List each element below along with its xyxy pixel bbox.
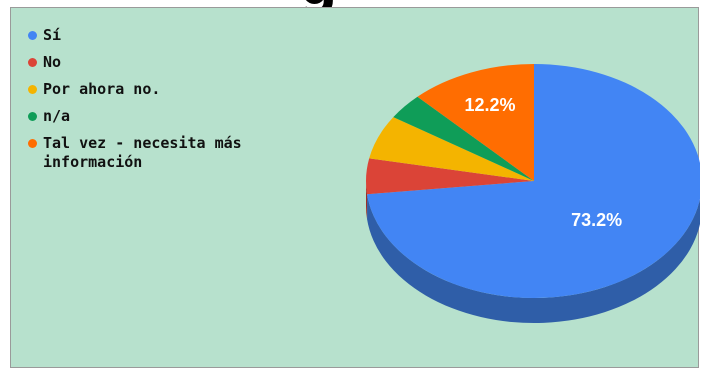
chart-legend: Sí No Por ahora no. n/a Tal vez - necesi…: [28, 26, 308, 180]
legend-marker: [28, 58, 37, 67]
pie-sides: [366, 181, 700, 323]
chart-title-text: g: [300, 0, 450, 8]
pie-side-wall: [367, 194, 700, 323]
legend-label: Sí: [43, 26, 62, 44]
pie-slice-4[interactable]: [417, 64, 534, 181]
slice-data-label: 73.2%: [571, 210, 622, 230]
pie-labels: 73.2% 12.2%: [464, 95, 622, 230]
pie-slice-3[interactable]: [393, 96, 534, 181]
legend-item-si[interactable]: Sí: [28, 26, 308, 45]
pie-slice-1[interactable]: [366, 158, 534, 195]
pie-side-wall: [366, 181, 368, 220]
chart-title-fragment: g: [300, 0, 450, 8]
legend-marker: [28, 139, 37, 148]
legend-label: Por ahora no.: [43, 80, 161, 98]
pie-slice-0[interactable]: [367, 64, 700, 298]
legend-marker: [28, 85, 37, 94]
legend-marker: [28, 112, 37, 121]
legend-label: Tal vez - necesita más información: [43, 134, 242, 171]
legend-label: No: [43, 53, 62, 71]
legend-item-tal-vez[interactable]: Tal vez - necesita más información: [28, 134, 308, 172]
slice-data-label: 12.2%: [464, 95, 515, 115]
pie-slices: [366, 64, 700, 298]
chart-panel: Sí No Por ahora no. n/a Tal vez - necesi…: [10, 7, 700, 368]
legend-item-por-ahora-no[interactable]: Por ahora no.: [28, 80, 308, 99]
pie-chart: 73.2% 12.2%: [366, 64, 700, 323]
legend-item-no[interactable]: No: [28, 53, 308, 72]
legend-label: n/a: [43, 107, 71, 125]
legend-item-na[interactable]: n/a: [28, 107, 308, 126]
pie-slice-2[interactable]: [369, 117, 534, 181]
legend-marker: [28, 31, 37, 40]
